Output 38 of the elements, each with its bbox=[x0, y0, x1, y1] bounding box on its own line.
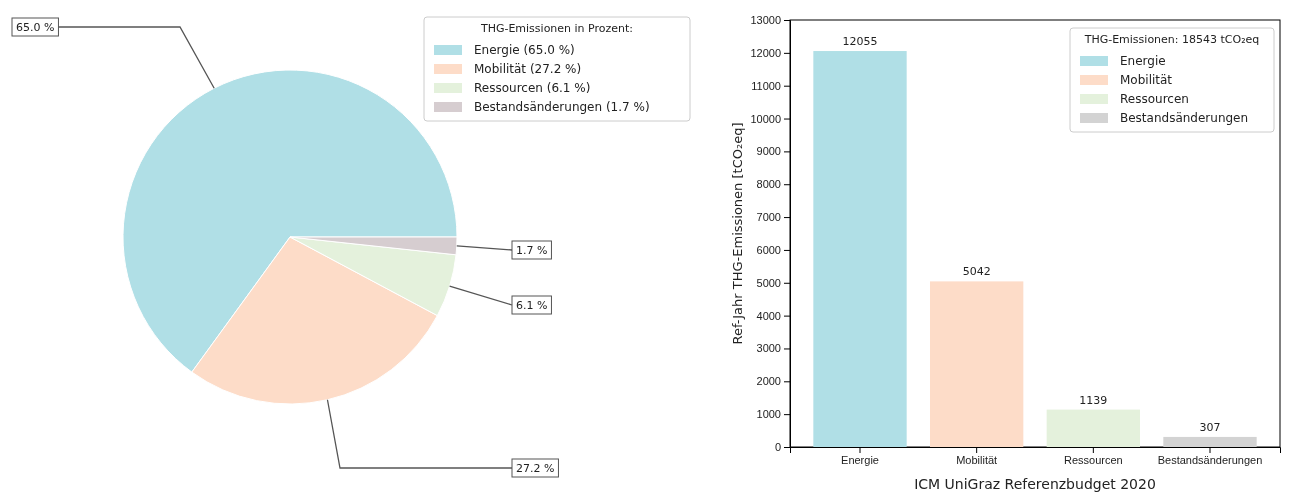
data-label: 65.0 % bbox=[16, 21, 55, 34]
legend-label: Mobilität (27.2 %) bbox=[474, 62, 582, 76]
legend-label: Ressourcen bbox=[1120, 92, 1189, 106]
y-tick-label: 12000 bbox=[750, 46, 781, 59]
x-tick-label: Bestandsänderungen bbox=[1157, 453, 1263, 466]
legend-label: Bestandsänderungen bbox=[1120, 111, 1249, 125]
data-label: 6.1 % bbox=[516, 299, 548, 312]
legend-label: Mobilität bbox=[1120, 73, 1173, 87]
legend-label: Energie bbox=[1120, 54, 1166, 68]
y-tick-label: 6000 bbox=[756, 243, 781, 256]
y-axis-title: Ref-Jahr THG-Emissionen [tCO₂eq] bbox=[730, 122, 745, 345]
y-tick-label: 9000 bbox=[756, 145, 781, 158]
legend-label: Ressourcen (6.1 %) bbox=[474, 81, 591, 95]
x-tick-label: Mobilität bbox=[956, 453, 998, 466]
legend-label: Bestandsänderungen (1.7 %) bbox=[474, 100, 650, 114]
y-tick-label: 10000 bbox=[750, 112, 781, 125]
x-axis-title: ICM UniGraz Referenzbudget 2020 bbox=[914, 476, 1156, 492]
legend-title: THG-Emissionen in Prozent: bbox=[479, 22, 634, 35]
y-tick-label: 0 bbox=[774, 441, 781, 454]
data-label: 5042 bbox=[962, 265, 991, 279]
y-tick-label: 5000 bbox=[756, 276, 781, 289]
data-label: 1139 bbox=[1079, 393, 1108, 407]
y-tick-label: 8000 bbox=[756, 178, 781, 191]
x-tick-label: Energie bbox=[841, 453, 879, 466]
y-tick-label: 3000 bbox=[756, 342, 781, 355]
legend-label: Energie (65.0 %) bbox=[474, 43, 575, 57]
y-tick-label: 13000 bbox=[750, 14, 781, 27]
data-label: 12055 bbox=[842, 35, 878, 49]
data-label: 1.7 % bbox=[516, 244, 548, 257]
y-tick-label: 2000 bbox=[756, 375, 781, 388]
y-tick-label: 4000 bbox=[756, 309, 781, 322]
legend-title: THG-Emissionen: 18543 tCO₂eq bbox=[1083, 33, 1260, 46]
y-tick-label: 1000 bbox=[756, 408, 781, 421]
data-label: 27.2 % bbox=[516, 462, 555, 475]
data-label: 307 bbox=[1199, 420, 1221, 434]
y-tick-label: 7000 bbox=[756, 211, 781, 224]
y-tick-label: 11000 bbox=[751, 79, 781, 92]
x-tick-label: Ressourcen bbox=[1063, 453, 1123, 466]
